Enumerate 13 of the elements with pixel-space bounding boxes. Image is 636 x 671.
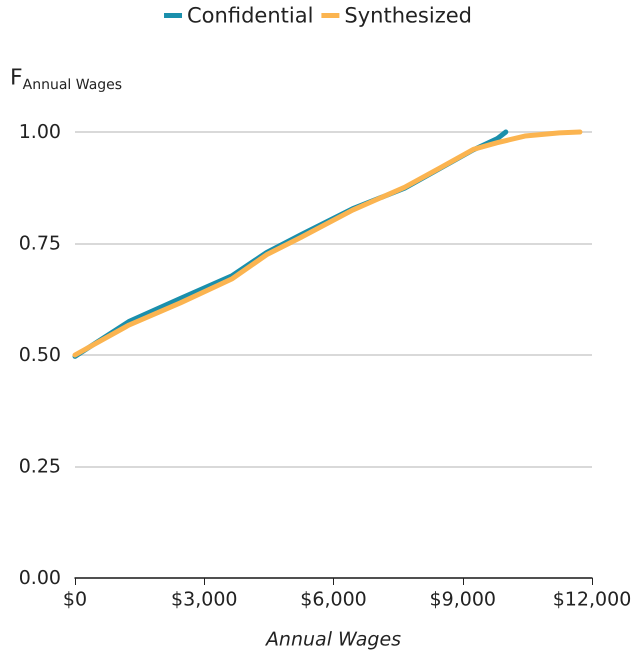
x-axis-title: Annual Wages [264,628,402,650]
y-tick-label: 0.75 [18,232,61,254]
legend-label: Synthesized [344,4,472,28]
y-tick-label: 0.00 [18,567,61,589]
x-tick-label: $6,000 [300,588,367,610]
y-tick-label: 1.00 [18,121,61,143]
x-tick-label: $12,000 [552,588,632,610]
x-tick-label: $0 [62,588,88,610]
x-tick-label: $3,000 [171,588,238,610]
legend-label: Confidential [187,4,314,28]
x-tick-label: $9,000 [430,588,496,610]
y-tick-label: 0.50 [18,344,61,366]
y-tick-label: 0.25 [18,456,61,478]
